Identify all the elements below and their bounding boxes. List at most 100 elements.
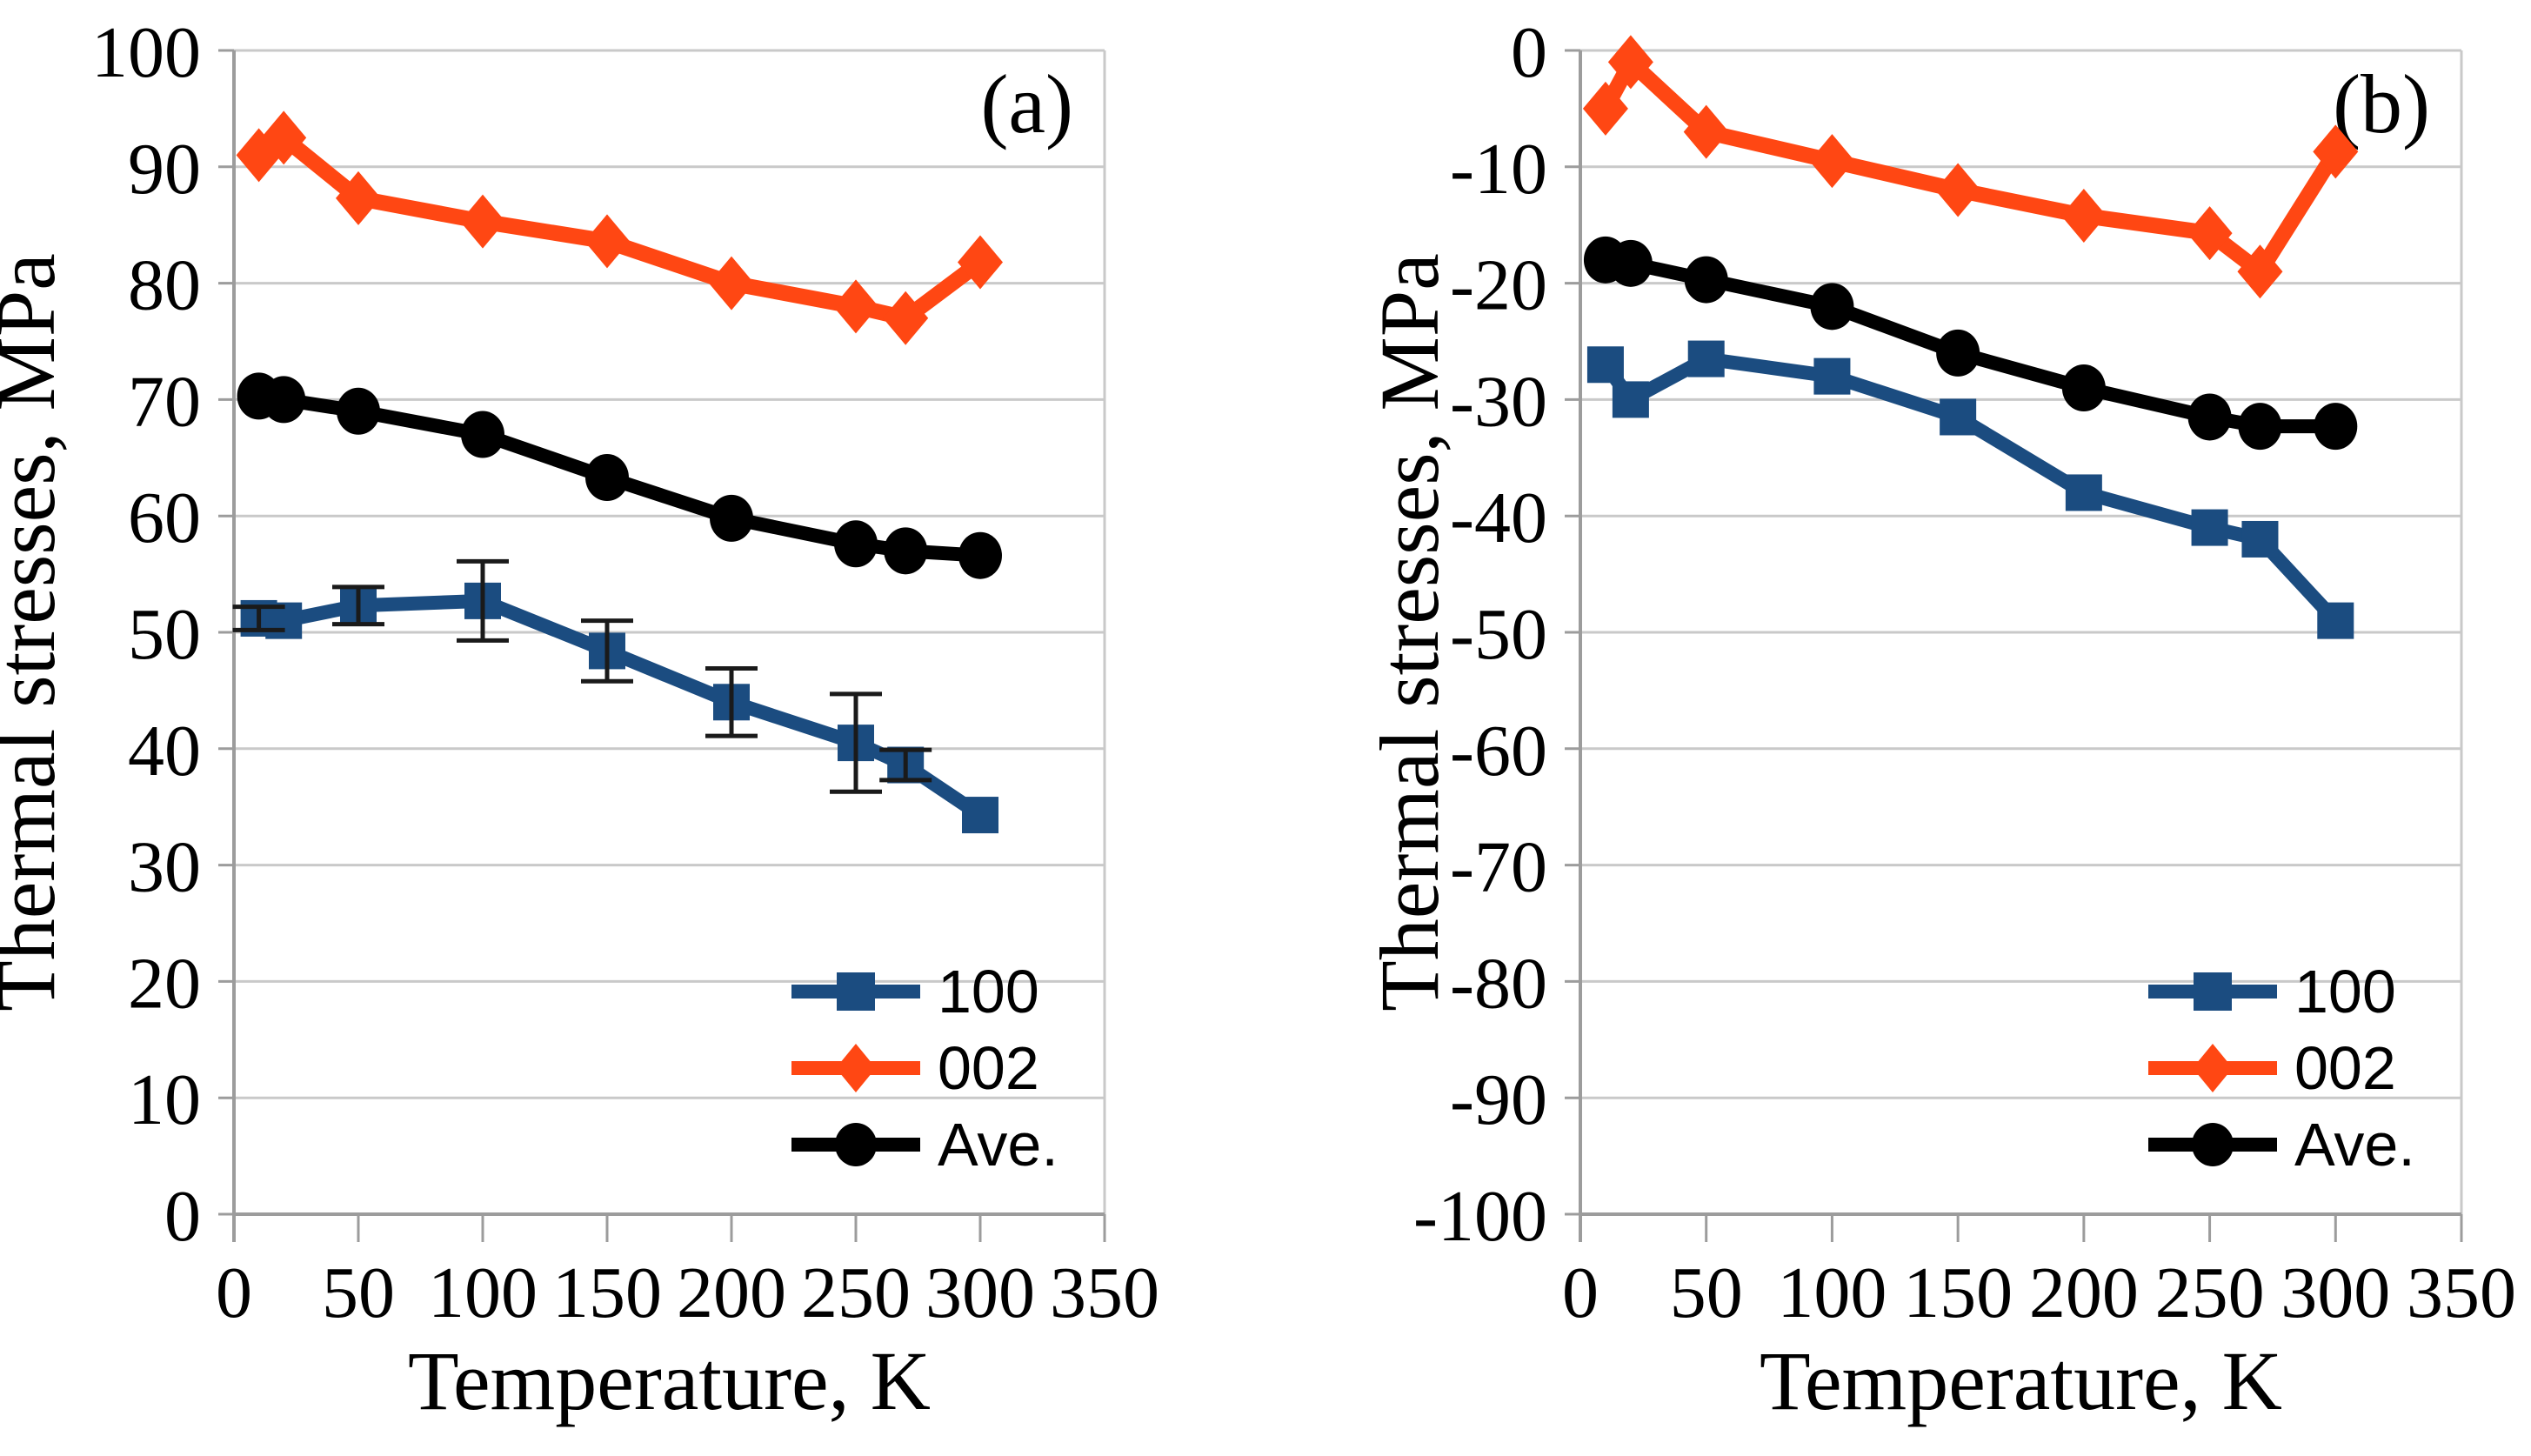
x-tick-label: 50 (1670, 1252, 1743, 1333)
y-tick-label: 30 (128, 827, 201, 908)
legend-label: 002 (938, 1034, 1039, 1102)
y-tick-label: -10 (1450, 129, 1547, 210)
marker-square (1940, 398, 1977, 436)
legend-label: Ave. (2294, 1111, 2415, 1179)
marker-diamond (1607, 35, 1653, 90)
marker-diamond (2187, 206, 2233, 261)
series-line (254, 130, 985, 326)
marker-circle (2187, 393, 2232, 441)
y-tick-label: 70 (128, 361, 201, 442)
x-axis-title: Temperature, K (408, 1334, 931, 1427)
x-tick-label: 300 (2281, 1252, 2390, 1333)
x-tick-label: 0 (216, 1252, 252, 1333)
legend-marker-diamond (836, 1044, 876, 1092)
series-002 (236, 110, 1003, 345)
x-tick-label: 300 (925, 1252, 1035, 1333)
marker-square (2065, 474, 2102, 511)
y-axis: 0 10 20 30 40 50 60 70 80 90 100 (91, 12, 1105, 1257)
marker-circle (834, 520, 878, 568)
marker-diamond (2237, 244, 2283, 299)
marker-circle (461, 411, 504, 458)
x-axis: 0 50 100 150 200 250 300 350 (216, 1214, 1159, 1333)
legend-marker-circle (2192, 1123, 2234, 1166)
legend-label: Ave. (938, 1111, 1058, 1179)
legend-marker-square (2194, 972, 2232, 1011)
y-tick-label: 80 (128, 245, 201, 326)
marker-diamond (1809, 134, 1855, 189)
marker-square (2191, 509, 2228, 546)
x-axis-title: Temperature, K (1760, 1334, 2282, 1427)
legend: 100 002 Ave. (2148, 958, 2415, 1179)
x-tick-label: 250 (2155, 1252, 2265, 1333)
marker-diamond (460, 194, 505, 249)
x-tick-label: 0 (1562, 1252, 1599, 1333)
legend-label: 100 (2294, 958, 2396, 1025)
marker-diamond (1935, 163, 1981, 217)
marker-diamond (1683, 104, 1729, 159)
marker-circle (1810, 283, 1854, 331)
series-line (1599, 351, 2341, 626)
marker-circle (2061, 364, 2106, 412)
marker-diamond (833, 279, 878, 334)
y-tick-label: 50 (128, 594, 201, 675)
x-tick-label: 100 (1777, 1252, 1887, 1333)
marker-circle (1684, 256, 1728, 304)
y-tick-label: -90 (1450, 1059, 1547, 1140)
error-bars (232, 558, 932, 794)
marker-diamond (336, 170, 381, 225)
y-axis-title: Thermal stresses, MPa (1363, 253, 1456, 1012)
y-tick-label: 20 (128, 943, 201, 1024)
marker-square (1813, 357, 1851, 395)
y-axis-title: Thermal stresses, MPa (0, 253, 72, 1012)
y-tick-label: -100 (1413, 1176, 1547, 1257)
legend: 100 002 Ave. (791, 958, 1058, 1179)
marker-diamond (584, 214, 630, 269)
series-002 (1582, 35, 2359, 299)
marker-square (962, 797, 998, 834)
y-tick-label: -20 (1450, 245, 1547, 326)
legend-marker-square (837, 972, 875, 1011)
legend-item-100: 100 (2148, 958, 2396, 1025)
marker-circle (958, 531, 1002, 579)
marker-circle (2314, 403, 2358, 451)
legend-item-002: 002 (791, 1034, 1039, 1102)
marker-diamond (261, 110, 307, 165)
marker-circle (884, 527, 928, 575)
marker-circle (710, 494, 753, 542)
marker-circle (2238, 403, 2282, 451)
marker-square (2241, 520, 2279, 558)
x-tick-label: 200 (2029, 1252, 2139, 1333)
y-tick-label: -70 (1450, 827, 1547, 908)
legend-marker-circle (835, 1123, 877, 1166)
y-tick-label: 0 (1511, 12, 1547, 93)
y-tick-label: -50 (1450, 594, 1547, 675)
legend-item-Ave: Ave. (2148, 1111, 2415, 1179)
legend-label: 002 (2294, 1034, 2396, 1102)
marker-circle (1936, 329, 1980, 377)
x-tick-label: 150 (1903, 1252, 2013, 1333)
marker-square (1612, 381, 1649, 418)
y-tick-label: -60 (1450, 711, 1547, 791)
series-Ave (237, 372, 1002, 579)
marker-circle (1608, 239, 1653, 287)
legend-item-Ave: Ave. (791, 1111, 1058, 1179)
marker-square (2317, 602, 2354, 639)
marker-diamond (1582, 81, 1628, 136)
marker-diamond (2313, 124, 2359, 179)
marker-square (1586, 346, 1624, 384)
marker-diamond (709, 256, 754, 311)
marker-square (1687, 340, 1725, 377)
panel-b: 0 -10 -20 -30 -40 -50 -60 -70 -80 -90 -100 0 50 100 15… (1266, 0, 2531, 1456)
x-tick-label: 350 (1050, 1252, 1159, 1333)
marker-diamond (883, 291, 929, 345)
y-tick-label: 60 (128, 478, 201, 558)
series-100 (1586, 340, 2354, 639)
legend-item-002: 002 (2148, 1034, 2396, 1102)
x-axis: 0 50 100 150 200 250 300 350 (1562, 1214, 2516, 1333)
panel-label: (b) (2333, 57, 2430, 150)
marker-circle (337, 387, 380, 435)
marker-diamond (2060, 188, 2107, 243)
